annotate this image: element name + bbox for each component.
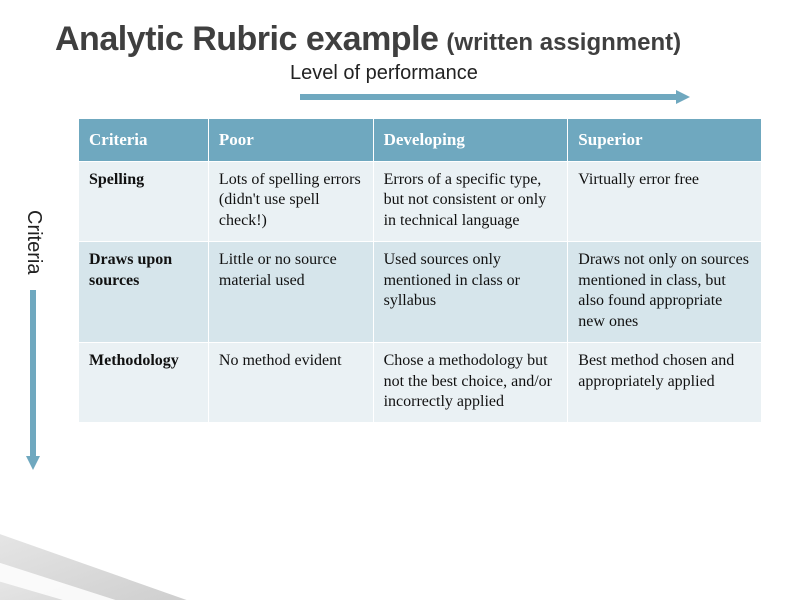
cell-criteria: Methodology xyxy=(79,343,209,423)
table-header-row: Criteria Poor Developing Superior xyxy=(79,119,762,162)
corner-decor xyxy=(0,450,300,600)
slide-title: Analytic Rubric example (written assignm… xyxy=(55,20,780,59)
cell-developing: Used sources only mentioned in class or … xyxy=(373,242,568,343)
table-row: Spelling Lots of spelling errors (didn't… xyxy=(79,161,762,241)
title-main: Analytic Rubric example xyxy=(55,20,438,58)
cell-superior: Best method chosen and appropriately app… xyxy=(568,343,762,423)
table-row: Draws upon sources Little or no source m… xyxy=(79,242,762,343)
cell-poor: Little or no source material used xyxy=(208,242,373,343)
cell-superior: Draws not only on sources mentioned in c… xyxy=(568,242,762,343)
axis-arrow-vertical xyxy=(26,290,40,470)
cell-criteria: Spelling xyxy=(79,161,209,241)
cell-criteria: Draws upon sources xyxy=(79,242,209,343)
axis-label-horizontal: Level of performance xyxy=(290,62,478,85)
cell-superior: Virtually error free xyxy=(568,161,762,241)
rubric-table: Criteria Poor Developing Superior Spelli… xyxy=(78,118,762,423)
axis-arrow-horizontal xyxy=(300,90,690,104)
col-header-criteria: Criteria xyxy=(79,119,209,162)
cell-developing: Chose a methodology but not the best cho… xyxy=(373,343,568,423)
cell-poor: No method evident xyxy=(208,343,373,423)
cell-developing: Errors of a specific type, but not consi… xyxy=(373,161,568,241)
col-header-developing: Developing xyxy=(373,119,568,162)
col-header-poor: Poor xyxy=(208,119,373,162)
table-row: Methodology No method evident Chose a me… xyxy=(79,343,762,423)
col-header-superior: Superior xyxy=(568,119,762,162)
cell-poor: Lots of spelling errors (didn't use spel… xyxy=(208,161,373,241)
title-sub: (written assignment) xyxy=(446,29,681,56)
axis-label-vertical: Criteria xyxy=(22,210,45,274)
